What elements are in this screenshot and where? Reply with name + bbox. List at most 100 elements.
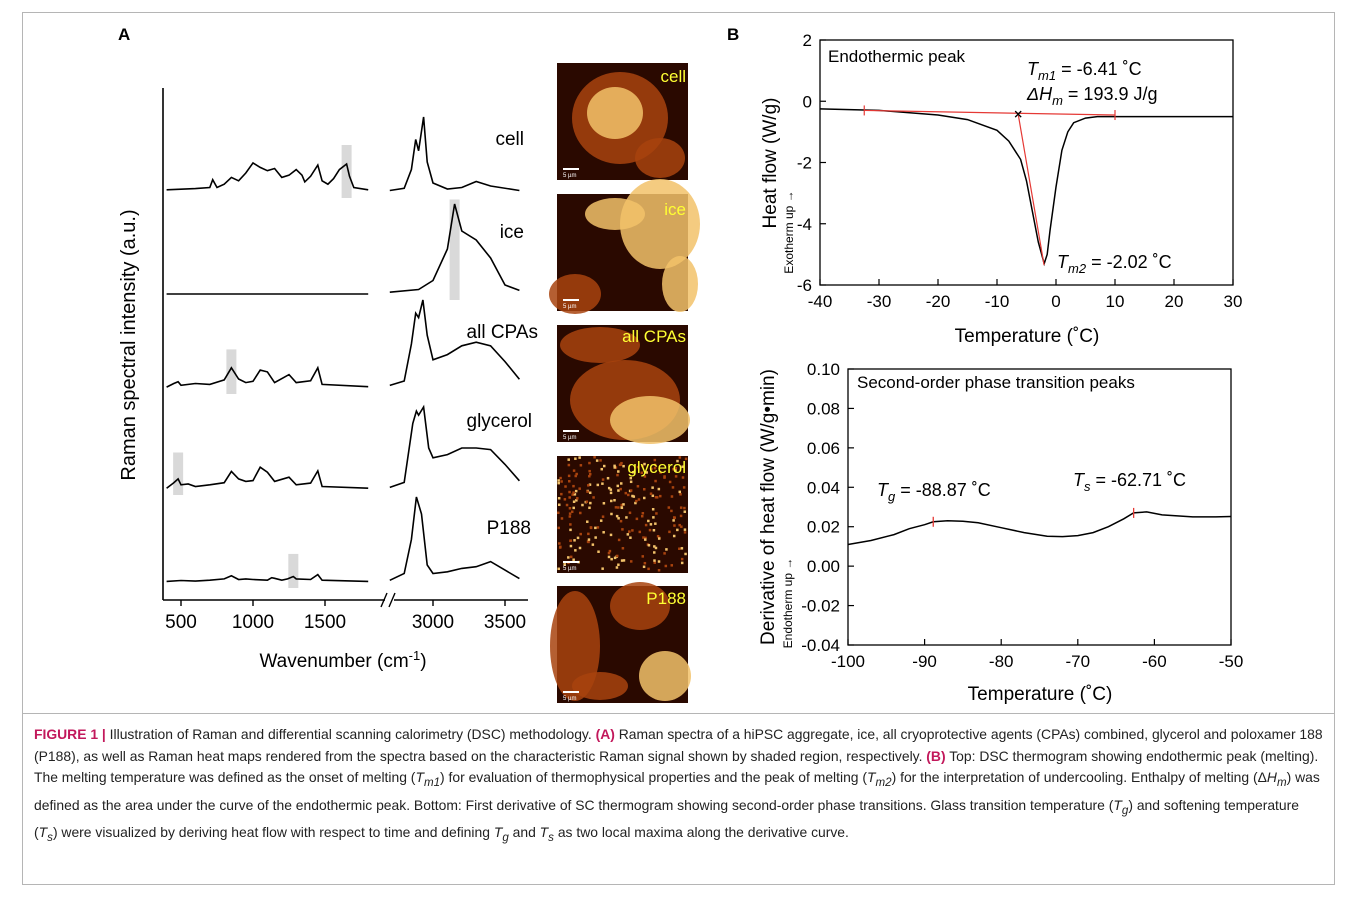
spectrum-line-right: [389, 496, 520, 582]
axis-break-mark: [388, 592, 396, 608]
heatmap-speckle: [676, 459, 679, 463]
annotation-enthalpy: ΔHm = 193.9 J/g: [1026, 84, 1158, 108]
heatmap-speckle: [572, 558, 575, 561]
spectrum-line-left: [166, 466, 369, 489]
heatmap-speckle: [678, 523, 681, 527]
heatmap-speckle: [653, 551, 656, 554]
heatmap-speckle: [670, 564, 674, 567]
heatmap-speckle: [616, 473, 619, 477]
x-tick-label: -70: [1066, 652, 1091, 671]
caption-text: Raman spectra of a hiPSC aggregate, ice,…: [34, 726, 1323, 764]
heatmap-speckle: [574, 489, 578, 493]
y-axis-label: Heat flow (W/g): [760, 98, 781, 229]
heatmap-intensity: [572, 672, 628, 700]
heatmap-intensity: [639, 651, 691, 701]
heatmap-speckle: [683, 506, 686, 510]
heatmap-speckle: [557, 567, 560, 571]
heatmap-speckle: [652, 516, 655, 519]
heatmap-speckle: [649, 492, 653, 495]
heatmap-intensity: [620, 179, 700, 269]
onset-marker: [1014, 110, 1022, 118]
heatmap-speckle: [576, 536, 580, 540]
caption-divider: [22, 713, 1335, 714]
spectrum-line-right: [389, 299, 521, 387]
y-tick-label: -6: [797, 276, 812, 295]
heatmap-speckle: [572, 500, 576, 503]
heatmap-image: [557, 456, 688, 573]
heatmap-speckle: [601, 567, 604, 570]
heatmap-speckle: [599, 459, 602, 462]
heatmap-speckle: [610, 512, 613, 516]
shaded-band: [449, 199, 460, 300]
heatmap-speckle: [568, 515, 572, 518]
heatmap-speckle: [635, 517, 639, 521]
heatmap-speckle: [587, 532, 590, 536]
heatmap-speckle: [619, 487, 622, 491]
heatmap-speckle: [569, 523, 572, 526]
heatmap-speckle: [672, 467, 675, 471]
heatmap-speckle: [671, 486, 675, 489]
heatmap-speckle: [596, 483, 600, 487]
spectrum-label-all-cpas: all CPAs: [467, 322, 538, 343]
x-tick-label: -80: [989, 652, 1014, 671]
heatmap-speckle: [642, 488, 646, 491]
x-tick-label: 10: [1106, 292, 1125, 311]
heatmap-speckle: [681, 476, 685, 479]
x-axis-label: Temperature (˚C): [955, 326, 1100, 347]
figure-frame: [22, 12, 1335, 885]
caption-text: Illustration of Raman and differential s…: [105, 726, 596, 742]
heatmap-speckle: [631, 529, 634, 532]
caption-lead: FIGURE 1 |: [34, 726, 106, 742]
caption-symbol-sub: m1: [423, 776, 441, 789]
caption-symbol-sub: m: [1276, 776, 1287, 789]
dsc-derivative-chart: -100 -90 -80 -70 -60 -50 0.10 0.08 0.06 0.04 0.02 0…: [758, 360, 1243, 705]
caption-symbol: T: [1113, 796, 1122, 813]
heatmap-speckle: [557, 526, 560, 530]
heatmap-speckle: [632, 495, 636, 498]
heatmap-speckle: [570, 510, 574, 513]
x-axis-label: Temperature (˚C): [968, 684, 1113, 705]
heatmap-speckle: [617, 538, 621, 542]
caption-symbol: H: [1266, 769, 1277, 786]
figure-caption: FIGURE 1 | Illustration of Raman and dif…: [34, 724, 1324, 849]
heatmap-speckle: [587, 484, 590, 487]
y-tick-label: -4: [797, 215, 812, 234]
heatmap-speckle: [573, 539, 576, 542]
heatmap-speckle: [608, 549, 612, 553]
heatmap-intensity: [662, 256, 698, 312]
spectrum-line-left: [166, 573, 369, 583]
heatmap-speckle: [557, 481, 560, 485]
heatmap-speckle: [678, 547, 681, 550]
data-line: [819, 108, 1233, 267]
heatmap-speckle: [629, 476, 633, 480]
annotation-tm1: Tm1 = -6.41 ˚C: [1027, 59, 1142, 83]
heatmap-speckle: [663, 552, 666, 555]
spectrum-line-right: [389, 203, 520, 293]
heatmap-speckle: [569, 544, 573, 548]
heatmap-speckle: [563, 498, 567, 501]
y-tick-label: 0.02: [807, 518, 840, 537]
x-tick-label: -30: [867, 292, 892, 311]
spectrum-line-left: [166, 161, 369, 191]
heatmap-speckle: [638, 530, 642, 534]
heatmap-speckle: [574, 474, 577, 478]
heatmap-speckle: [610, 557, 613, 561]
spectrum-line-left: [166, 365, 369, 388]
heatmap-speckle: [680, 525, 683, 528]
caption-symbol: T: [415, 769, 424, 786]
heatmap-speckle: [643, 561, 647, 565]
caption-symbol-sub: s: [47, 831, 53, 844]
heatmap-speckle: [609, 533, 613, 537]
heatmap-speckle: [621, 547, 625, 550]
heatmap-speckle: [684, 552, 687, 556]
heatmap-speckle: [617, 489, 620, 492]
heatmap-speckle: [622, 559, 626, 562]
heatmap-speckle: [600, 467, 604, 471]
heatmap-speckle: [567, 463, 571, 467]
heatmap-speckle: [642, 565, 646, 569]
heatmap-speckle: [588, 491, 592, 495]
heatmap-intensity: [610, 582, 670, 630]
heatmap-speckle: [578, 456, 581, 459]
heatmap-speckle: [609, 488, 613, 491]
